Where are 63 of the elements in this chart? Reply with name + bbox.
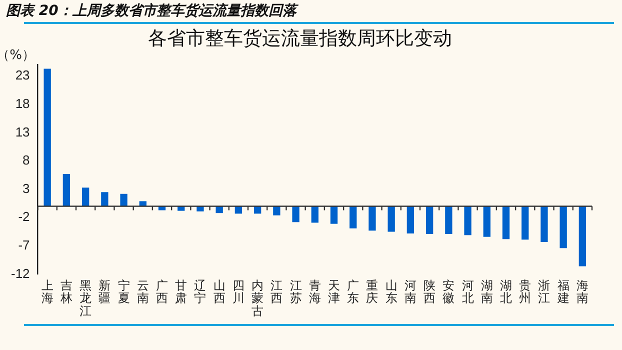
y-tick-label: 18 [15,96,30,111]
bar [464,206,472,236]
bar [578,206,586,266]
x-tick-label: 上海 [41,278,54,306]
y-axis-title: （%） [0,48,35,63]
x-tick-label: 河南 [404,278,416,306]
x-tick-label: 湖北 [500,278,512,306]
x-tick-label: 贵州 [519,278,532,306]
bar [426,206,434,234]
x-tick-label: 重庆 [366,278,378,306]
bar [62,174,70,206]
chart-title: 图表 20：上周多数省市整车货运流量指数回落 [5,2,300,21]
x-tick-label: 辽宁 [194,278,206,306]
bar [120,194,128,206]
bar [350,206,357,228]
y-tick-label: -2 [18,209,30,224]
x-tick-label: 安徽 [442,278,455,306]
bar [82,188,90,206]
x-tick-label: 山东 [385,278,398,306]
bar [445,206,452,234]
y-tick-label: 23 [15,68,30,83]
x-tick-label: 新疆 [98,278,111,306]
bar [311,206,318,223]
y-tick-label: 3 [22,180,30,196]
x-tick-label: 吉林 [59,278,72,306]
bar [273,206,280,216]
x-tick-label: 河北 [462,278,474,306]
y-tick-label: 8 [22,152,30,168]
y-tick-label: -12 [10,266,30,281]
bar [388,206,395,232]
bar [292,206,300,222]
bar [406,206,414,234]
x-tick-label: 云南 [136,278,149,306]
x-tick-label: 海南 [576,278,588,306]
x-tick-label: 青海 [308,278,321,306]
bar [44,68,51,206]
y-tick-label: -7 [18,237,30,252]
bar [483,206,490,237]
x-tick-label: 天津 [328,278,340,306]
x-tick-label: 陕西 [424,278,436,306]
x-tick-label: 福建 [556,278,570,306]
x-tick-label: 广西 [156,278,168,306]
bar [540,206,548,242]
bar [368,206,376,231]
x-tick-label: 黑龙江 [80,278,92,318]
x-tick-label: 内蒙古 [252,278,264,318]
bar [502,206,510,240]
x-tick-label: 甘肃 [175,278,188,306]
x-tick-label: 山西 [213,278,226,306]
x-tick-label: 江西 [270,278,283,306]
x-tick-label: 浙江 [538,278,550,306]
bar [101,192,108,206]
bar [560,206,567,248]
bar [522,206,529,240]
chart-subtitle: 各省市整车货运流量指数周环比变动 [148,27,452,50]
x-tick-label: 湖南 [480,278,493,306]
x-tick-label: 广东 [347,278,360,306]
x-tick-label: 江苏 [290,278,302,306]
bar [330,206,338,224]
bar [196,206,204,212]
x-tick-label: 四川 [232,278,244,306]
y-tick-label: 13 [15,124,30,140]
x-tick-label: 宁夏 [118,278,130,306]
